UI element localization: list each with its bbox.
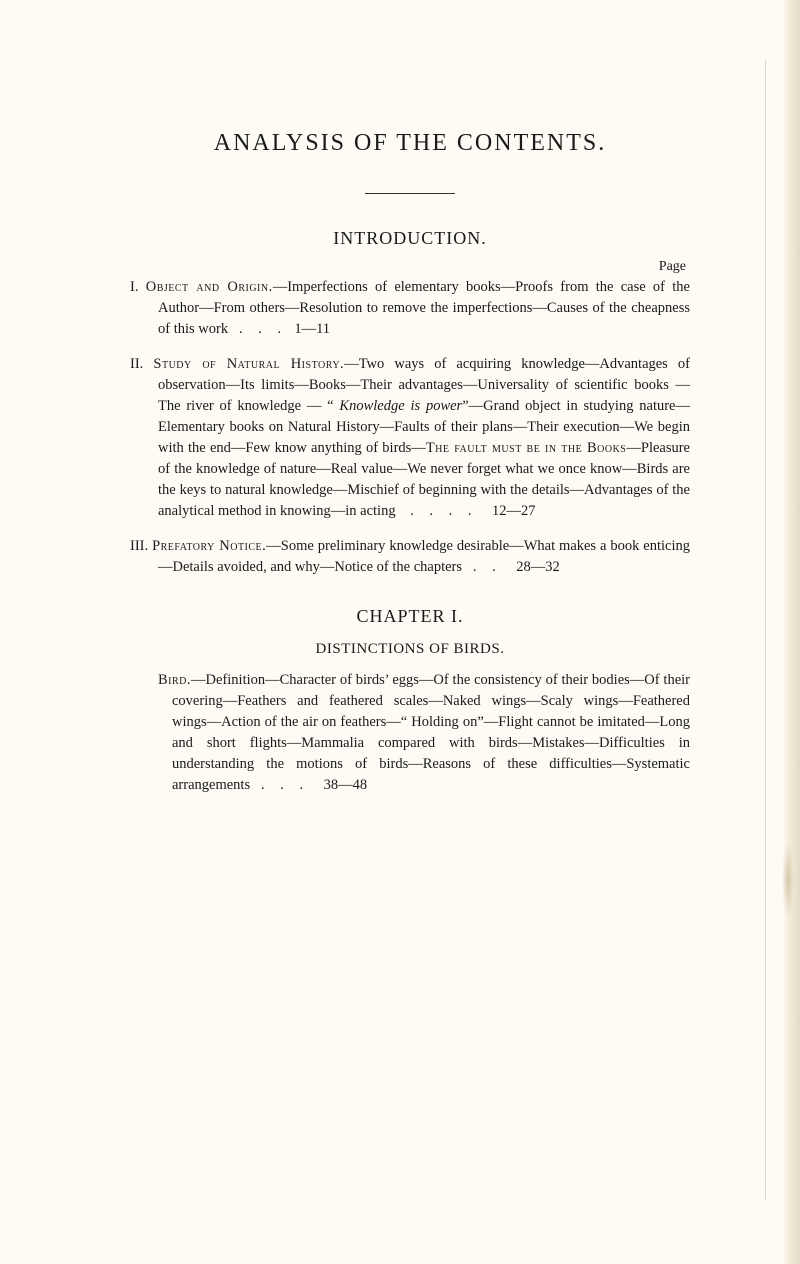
toc-entry-bird: Bird.—Definition—Character of birds’ egg…: [130, 670, 690, 796]
toc-entry-1: I. Object and Origin.—Imperfections of e…: [130, 277, 690, 340]
entry-head: Object and Origin.: [146, 279, 273, 295]
chapter-subheading: DISTINCTIONS OF BIRDS.: [130, 641, 690, 658]
toc-entry-2: II. Study of Natural History.—Two ways o…: [130, 354, 690, 522]
page-content: ANALYSIS OF THE CONTENTS. INTRODUCTION. …: [0, 0, 800, 1264]
entry-body: —Definition—Character of birds’ eggs—Of …: [172, 672, 690, 793]
introduction-heading: INTRODUCTION.: [130, 228, 690, 249]
entry-number: II.: [130, 356, 143, 372]
entry-number: I.: [130, 279, 138, 295]
chapter-heading: CHAPTER I.: [130, 606, 690, 627]
entry-head: Study of Natural History.: [153, 356, 344, 372]
entry-head: Bird.: [158, 672, 191, 688]
entry-leaders: . . . .: [410, 503, 477, 519]
entry-leaders: . . .: [261, 777, 309, 793]
entry-page-range: 38—48: [324, 777, 368, 793]
title-rule: [365, 193, 455, 194]
entry-number: III.: [130, 538, 148, 554]
entry-page-range: 1—11: [294, 321, 330, 337]
entry-leaders: . .: [473, 559, 502, 575]
entry-head: Prefatory Notice.: [152, 538, 266, 554]
page-title: ANALYSIS OF THE CONTENTS.: [130, 130, 690, 157]
entry-page-range: 28—32: [516, 559, 560, 575]
entry-smallcaps: The fault must be in the Books: [426, 440, 627, 456]
entry-leaders: . . .: [239, 321, 287, 337]
page-column-label: Page: [130, 259, 686, 275]
entry-italic: Knowledge is power: [339, 398, 462, 414]
toc-entry-3: III. Prefatory Notice.—Some preliminary …: [130, 536, 690, 578]
entry-page-range: 12—27: [492, 503, 536, 519]
